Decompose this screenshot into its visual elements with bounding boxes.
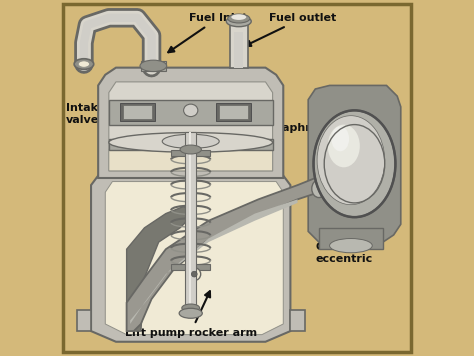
Bar [123,105,152,119]
Ellipse shape [328,125,360,167]
Bar [319,228,383,249]
Ellipse shape [322,119,372,187]
Ellipse shape [109,133,273,152]
Ellipse shape [180,145,201,154]
Bar [219,105,248,119]
Ellipse shape [162,134,219,148]
Ellipse shape [228,14,250,23]
Bar [185,132,196,310]
Bar [171,150,210,156]
Text: Camshaft
eccentric: Camshaft eccentric [315,220,374,263]
Ellipse shape [140,60,167,72]
Bar [109,139,273,150]
Polygon shape [109,100,273,125]
Text: Fuel Inlet: Fuel Inlet [168,13,247,52]
Ellipse shape [312,180,326,198]
Ellipse shape [313,110,395,217]
FancyBboxPatch shape [63,4,411,352]
Polygon shape [127,178,322,331]
Polygon shape [109,139,273,171]
Ellipse shape [78,61,90,67]
Ellipse shape [231,14,246,20]
Polygon shape [105,182,283,335]
Ellipse shape [329,239,372,253]
Polygon shape [130,199,298,324]
Text: Intake
valve: Intake valve [66,103,117,133]
Bar [119,103,155,121]
Bar [234,32,244,68]
Bar [230,25,248,68]
Ellipse shape [331,126,349,151]
Text: Lift pump rocker arm: Lift pump rocker arm [125,291,257,337]
Bar [216,103,251,121]
Bar [141,61,166,71]
Polygon shape [308,85,401,242]
Ellipse shape [183,104,198,117]
Polygon shape [77,310,91,331]
Circle shape [188,268,201,281]
Circle shape [191,271,197,277]
Bar [189,132,191,310]
Polygon shape [109,82,273,171]
Bar [171,264,210,270]
Polygon shape [91,171,291,342]
Ellipse shape [317,116,385,205]
Text: Fuel outlet: Fuel outlet [245,13,336,46]
Polygon shape [98,68,283,178]
Polygon shape [127,206,194,331]
Ellipse shape [226,16,251,27]
Ellipse shape [182,304,200,312]
Text: Diaphragm: Diaphragm [246,123,337,146]
Ellipse shape [74,59,94,69]
Ellipse shape [179,308,202,318]
Polygon shape [291,310,305,331]
